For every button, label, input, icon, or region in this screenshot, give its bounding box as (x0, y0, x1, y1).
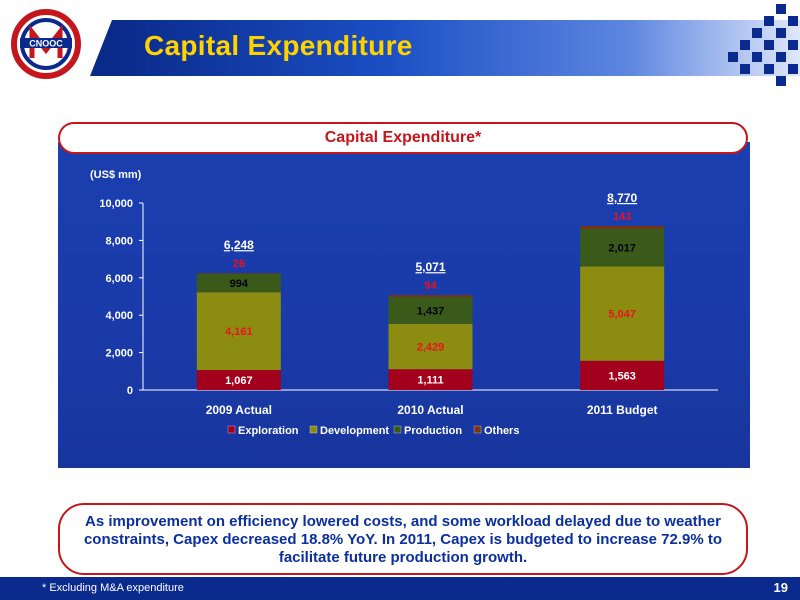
bar-segment-exploration (196, 370, 281, 390)
chart-title-box: Capital Expenditure* (58, 122, 748, 154)
legend-label-exploration: Exploration (238, 425, 299, 437)
bar-segment-others (196, 273, 281, 274)
cnooc-logo: CNOOC (11, 9, 81, 79)
x-tick-label: 2010 Actual (397, 403, 463, 417)
data-label-others: 143 (613, 211, 631, 223)
x-tick-label: 2011 Budget (587, 403, 658, 417)
bar-segment-production (580, 228, 665, 267)
data-label-production: 994 (230, 278, 249, 290)
chart-panel: (US$ mm) 0 2,000 4,000 6,000 8,000 10,000 1,067… (58, 142, 750, 468)
footnote: * Excluding M&A expenditure (42, 582, 184, 594)
bar-segment-others (580, 226, 665, 229)
y-tick-label: 10,000 (99, 198, 133, 210)
bar-segment-others (388, 295, 473, 297)
y-tick-label: 8,000 (105, 235, 133, 247)
data-label-development: 4,161 (225, 326, 253, 338)
bar-segment-development (388, 323, 473, 370)
legend-swatch-production (393, 425, 402, 434)
footer-bar: * Excluding M&A expenditure 19 (0, 577, 800, 600)
y-tick-label: 6,000 (105, 273, 133, 285)
bar-segment-exploration (580, 360, 665, 390)
total-label: 5,071 (415, 260, 445, 274)
bar-segment-production (388, 296, 473, 324)
data-label-exploration: 1,563 (608, 370, 636, 382)
y-axis-label: (US$ mm) (90, 169, 142, 181)
y-tick-label: 0 (127, 385, 133, 397)
summary-note: As improvement on efficiency lowered cos… (83, 513, 723, 566)
data-label-production: 2,017 (608, 243, 636, 255)
page-number: 19 (773, 580, 788, 595)
y-tick-label: 2,000 (105, 348, 133, 360)
legend-swatch-development (309, 425, 318, 434)
data-label-development: 5,047 (608, 309, 636, 321)
data-label-others: 94 (424, 280, 437, 292)
total-label: 6,248 (224, 238, 254, 252)
bar-segment-development (196, 292, 281, 371)
page-title: Capital Expenditure (144, 30, 413, 61)
title-bar: Capital Expenditure (90, 20, 800, 76)
header: CNOOC Capital Expenditure (0, 0, 800, 100)
legend-label-others: Others (484, 425, 519, 437)
legend-label-production: Production (404, 425, 462, 437)
bar-segment-production (196, 273, 281, 293)
chart-title: Capital Expenditure* (324, 129, 482, 146)
legend-swatch-others (473, 425, 482, 434)
legend-label-development: Development (320, 425, 389, 437)
total-label: 8,770 (607, 191, 637, 205)
summary-note-box: As improvement on efficiency lowered cos… (58, 503, 748, 575)
data-label-development: 2,429 (417, 342, 445, 354)
stacked-bar-chart: (US$ mm) 0 2,000 4,000 6,000 8,000 10,000 1,067… (90, 169, 718, 437)
bar-segment-development (580, 266, 665, 361)
data-label-others: 26 (233, 258, 245, 270)
x-tick-label: 2009 Actual (206, 403, 272, 417)
data-label-exploration: 1,067 (225, 375, 253, 387)
y-tick-label: 4,000 (105, 310, 133, 322)
legend-swatch-exploration (227, 425, 236, 434)
data-label-exploration: 1,111 (417, 375, 443, 387)
bar-segment-exploration (388, 369, 473, 390)
checker-decoration (728, 4, 798, 86)
data-label-production: 1,437 (417, 305, 445, 317)
svg-text:CNOOC: CNOOC (29, 39, 63, 49)
